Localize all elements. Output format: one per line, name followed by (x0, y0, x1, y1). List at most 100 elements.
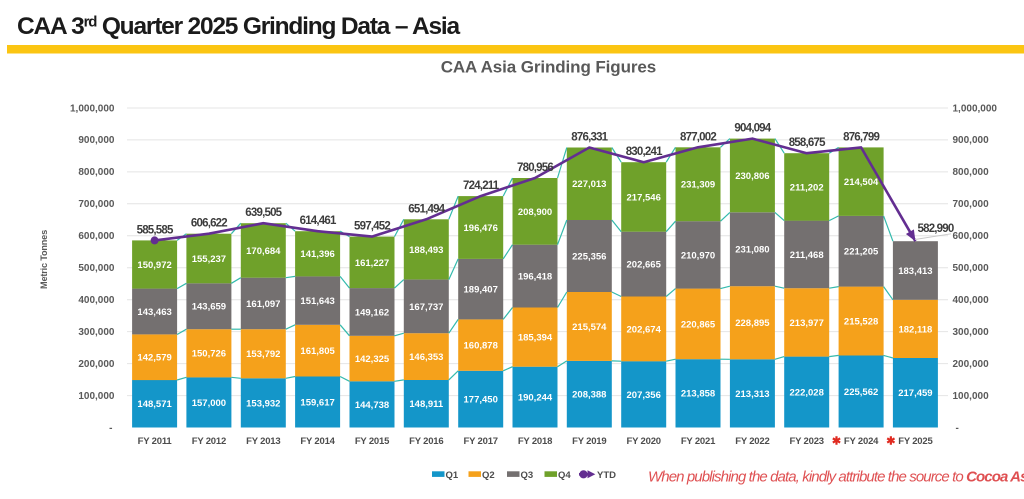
svg-text:Q1: Q1 (446, 470, 459, 481)
svg-text:161,805: 161,805 (300, 346, 335, 357)
svg-text:FY 2013: FY 2013 (246, 436, 280, 447)
svg-text:858,675: 858,675 (789, 137, 826, 149)
svg-text:606,622: 606,622 (191, 218, 227, 230)
svg-text:800,000: 800,000 (78, 167, 115, 178)
svg-text:231,309: 231,309 (681, 180, 715, 191)
svg-text:196,418: 196,418 (518, 272, 552, 283)
svg-text:CAA 3rd Quarter 2025 Grinding: CAA 3rd Quarter 2025 Grinding Data – Asi… (17, 13, 460, 40)
svg-text:146,353: 146,353 (409, 352, 443, 363)
svg-text:500,000: 500,000 (78, 263, 115, 274)
svg-text:220,865: 220,865 (681, 319, 716, 330)
svg-text:1,000,000: 1,000,000 (953, 103, 998, 114)
svg-text:225,356: 225,356 (572, 251, 606, 262)
svg-text:830,241: 830,241 (626, 146, 663, 158)
svg-text:876,799: 876,799 (843, 131, 879, 143)
svg-text:CAA Asia Grinding Figures: CAA Asia Grinding Figures (441, 58, 656, 77)
svg-text:144,738: 144,738 (355, 400, 389, 411)
svg-text:183,413: 183,413 (898, 266, 932, 277)
svg-text:170,684: 170,684 (246, 246, 281, 257)
svg-text:724,211: 724,211 (463, 180, 500, 192)
svg-text:FY 2012: FY 2012 (192, 436, 226, 447)
svg-text:-: - (956, 423, 959, 434)
svg-text:230,806: 230,806 (735, 171, 769, 182)
svg-text:Metric Tonnes: Metric Tonnes (39, 230, 49, 289)
svg-text:FY 2015: FY 2015 (355, 436, 390, 447)
svg-text:217,459: 217,459 (898, 388, 932, 399)
svg-text:FY 2021: FY 2021 (681, 436, 716, 447)
svg-text:904,094: 904,094 (734, 123, 771, 135)
svg-text:202,665: 202,665 (627, 260, 662, 271)
svg-text:FY 2025: FY 2025 (898, 436, 933, 447)
svg-text:221,205: 221,205 (844, 247, 879, 258)
svg-text:400,000: 400,000 (953, 295, 990, 306)
svg-text:900,000: 900,000 (78, 135, 115, 146)
svg-text:500,000: 500,000 (953, 263, 990, 274)
svg-text:148,911: 148,911 (409, 399, 444, 410)
svg-text:155,237: 155,237 (192, 254, 226, 265)
svg-text:700,000: 700,000 (953, 199, 990, 210)
svg-text:585,585: 585,585 (137, 224, 174, 236)
svg-text:600,000: 600,000 (78, 231, 115, 242)
svg-text:211,468: 211,468 (790, 250, 824, 261)
svg-text:614,461: 614,461 (300, 215, 337, 227)
svg-text:639,505: 639,505 (245, 207, 282, 219)
svg-text:159,617: 159,617 (300, 397, 334, 408)
svg-text:208,388: 208,388 (572, 390, 606, 401)
svg-text:FY 2011: FY 2011 (138, 436, 173, 447)
svg-text:FY 2020: FY 2020 (627, 436, 661, 447)
svg-text:141,396: 141,396 (300, 249, 334, 260)
svg-text:FY 2023: FY 2023 (790, 436, 824, 447)
svg-text:200,000: 200,000 (953, 359, 990, 370)
svg-text:700,000: 700,000 (78, 199, 115, 210)
svg-text:207,356: 207,356 (627, 390, 661, 401)
svg-text:✱: ✱ (886, 435, 895, 447)
svg-text:200,000: 200,000 (78, 359, 115, 370)
svg-text:189,407: 189,407 (464, 285, 498, 296)
svg-text:160,878: 160,878 (464, 341, 498, 352)
svg-text:FY 2014: FY 2014 (300, 436, 335, 447)
svg-text:148,571: 148,571 (137, 399, 172, 410)
svg-text:Q3: Q3 (521, 470, 534, 481)
svg-text:213,858: 213,858 (681, 389, 715, 400)
svg-text:900,000: 900,000 (953, 135, 990, 146)
svg-text:YTD: YTD (597, 470, 616, 481)
svg-text:225,562: 225,562 (844, 387, 878, 398)
svg-text:143,463: 143,463 (137, 307, 171, 318)
svg-text:213,313: 213,313 (735, 389, 769, 400)
svg-text:151,643: 151,643 (300, 296, 334, 307)
svg-text:208,900: 208,900 (518, 207, 552, 218)
svg-text:202,674: 202,674 (627, 324, 662, 335)
svg-text:222,028: 222,028 (790, 387, 824, 398)
svg-text:142,579: 142,579 (137, 353, 171, 364)
svg-text:227,013: 227,013 (572, 179, 606, 190)
svg-text:651,494: 651,494 (408, 203, 445, 215)
svg-text:228,895: 228,895 (735, 318, 770, 329)
svg-text:100,000: 100,000 (953, 391, 990, 402)
svg-text:161,097: 161,097 (246, 299, 280, 310)
svg-text:231,080: 231,080 (735, 245, 769, 256)
svg-text:143,659: 143,659 (192, 302, 226, 313)
svg-text:167,737: 167,737 (409, 302, 443, 313)
svg-text:153,932: 153,932 (246, 398, 280, 409)
svg-text:214,504: 214,504 (844, 177, 879, 188)
svg-text:100,000: 100,000 (78, 391, 115, 402)
svg-text:Q4: Q4 (558, 470, 571, 481)
svg-text:1,000,000: 1,000,000 (70, 103, 115, 114)
svg-text:153,792: 153,792 (246, 349, 280, 360)
svg-text:-: - (109, 423, 112, 434)
svg-text:780,956: 780,956 (517, 162, 553, 174)
svg-text:142,325: 142,325 (355, 354, 390, 365)
svg-text:300,000: 300,000 (953, 327, 990, 338)
svg-text:877,002: 877,002 (680, 131, 716, 143)
svg-text:217,546: 217,546 (627, 192, 661, 203)
svg-text:190,244: 190,244 (518, 393, 553, 404)
svg-text:161,227: 161,227 (355, 258, 389, 269)
svg-text:149,162: 149,162 (355, 307, 389, 318)
svg-text:FY 2019: FY 2019 (572, 436, 606, 447)
svg-text:Q2: Q2 (482, 470, 495, 481)
svg-text:400,000: 400,000 (78, 295, 115, 306)
svg-text:177,450: 177,450 (464, 395, 498, 406)
svg-text:When publishing the data, kind: When publishing the data, kindly attribu… (648, 469, 1024, 486)
svg-text:FY 2016: FY 2016 (409, 436, 443, 447)
svg-text:876,331: 876,331 (571, 132, 608, 144)
